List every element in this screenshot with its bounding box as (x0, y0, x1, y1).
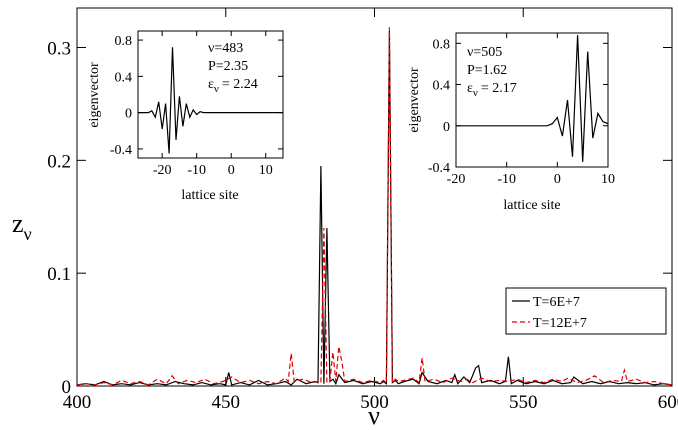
inset-left-annotation-nu: ν=483 (208, 41, 243, 56)
legend-box (505, 287, 667, 335)
inset-left-y-axis-label: eigenvector (87, 62, 102, 128)
main-series-group (76, 27, 673, 386)
main-x-tick-label-2: 500 (360, 392, 389, 413)
main-axis-ticks: 400 450 500 550 600 0 0.1 0.2 0.3 (47, 8, 678, 413)
inset_right-x-tick-label-1: -10 (497, 172, 516, 187)
inset_left-y-tick-label-0: -0.4 (110, 143, 132, 158)
main-y-tick-label-0: 0 (62, 377, 72, 398)
inset_left-x-tick-label-2: 0 (228, 163, 235, 178)
main-series-0-line (76, 30, 673, 386)
main-x-tick-label-4: 600 (658, 392, 678, 413)
inset_right-y-tick-label-3: 0.8 (433, 37, 451, 52)
inset-left-x-axis-label: lattice site (181, 188, 238, 203)
inset-right-y-axis-label: eigenvector (407, 67, 422, 133)
inset-left-annotation-p: P=2.35 (208, 59, 248, 74)
inset-right: -20 -10 0 10 -0.4 0 0.4 0.8 lattice site eigenv… (407, 32, 615, 213)
inset-left-background (138, 31, 283, 158)
legend-label-1: T=12E+7 (533, 316, 587, 331)
inset-right-background (456, 33, 608, 167)
main-y-tick-label-1: 0.1 (47, 264, 71, 285)
main-x-axis-label: ν (368, 401, 380, 430)
inset_right-series-0-line (456, 35, 609, 162)
inset-right-axis-ticks: -20 -10 0 10 -0.4 0 0.4 0.8 (428, 33, 615, 187)
main-x-tick-label-3: 550 (509, 392, 538, 413)
legend-label-0: T=6E+7 (533, 295, 580, 310)
main-y-axis-label: zν (12, 209, 32, 244)
inset_left-y-tick-label-1: 0 (125, 107, 132, 122)
inset-right-annotation-nu: ν=505 (467, 45, 502, 60)
inset_right-y-tick-label-2: 0.4 (433, 79, 451, 94)
inset-left-annotation-eps-value: = 2.24 (222, 77, 258, 92)
inset_right-x-tick-label-3: 10 (601, 172, 615, 187)
inset_right-x-tick-label-2: 0 (554, 172, 561, 187)
main-y-axis-label-sub: ν (24, 224, 32, 244)
inset_left-y-tick-label-2: 0.4 (115, 70, 133, 85)
inset_left-y-tick-label-3: 0.8 (115, 34, 133, 49)
inset_right-y-tick-label-0: -0.4 (428, 161, 450, 176)
main-y-tick-label-3: 0.3 (47, 38, 71, 59)
inset-right-series-group (456, 35, 609, 162)
inset-left-axis-ticks: -20 -10 0 10 -0.4 0 0.4 0.8 (110, 31, 283, 178)
inset-left-annotation-eps: εν = 2.24 (208, 77, 258, 95)
main-y-tick-label-2: 0.2 (47, 151, 71, 172)
inset_left-x-tick-label-1: -10 (187, 163, 206, 178)
main-x-tick-label-1: 450 (212, 392, 241, 413)
inset-right-annotation-p: P=1.62 (467, 63, 507, 78)
legend: T=6E+7 T=12E+7 (505, 287, 667, 335)
inset-right-annotation-eps-sub: ν (473, 87, 478, 99)
inset_right-x-tick-label-0: -20 (447, 172, 466, 187)
inset-left-annotation-eps-sub: ν (214, 83, 219, 95)
main-x-tick-label-0: 400 (63, 392, 92, 413)
inset-left-series-group (138, 47, 283, 154)
inset-right-x-axis-label: lattice site (503, 198, 560, 213)
inset_right-y-tick-label-1: 0 (443, 120, 450, 135)
inset-right-frame (455, 32, 609, 168)
inset-left-annotation-eps-symbol: ε (208, 77, 214, 92)
inset_left-series-0-line (138, 47, 283, 154)
inset_left-x-tick-label-3: 10 (259, 163, 273, 178)
inset-left-frame (137, 30, 284, 159)
inset-right-annotation-eps-symbol: ε (467, 81, 473, 96)
inset-right-annotation-eps-value: = 2.17 (481, 81, 517, 96)
inset-right-annotation-eps: εν = 2.17 (467, 81, 517, 99)
main-y-axis-label-main: z (12, 209, 24, 238)
inset-left: -20 -10 0 10 -0.4 0 0.4 0.8 lattice site eigenv… (87, 30, 284, 203)
inset_left-x-tick-label-0: -20 (153, 163, 172, 178)
